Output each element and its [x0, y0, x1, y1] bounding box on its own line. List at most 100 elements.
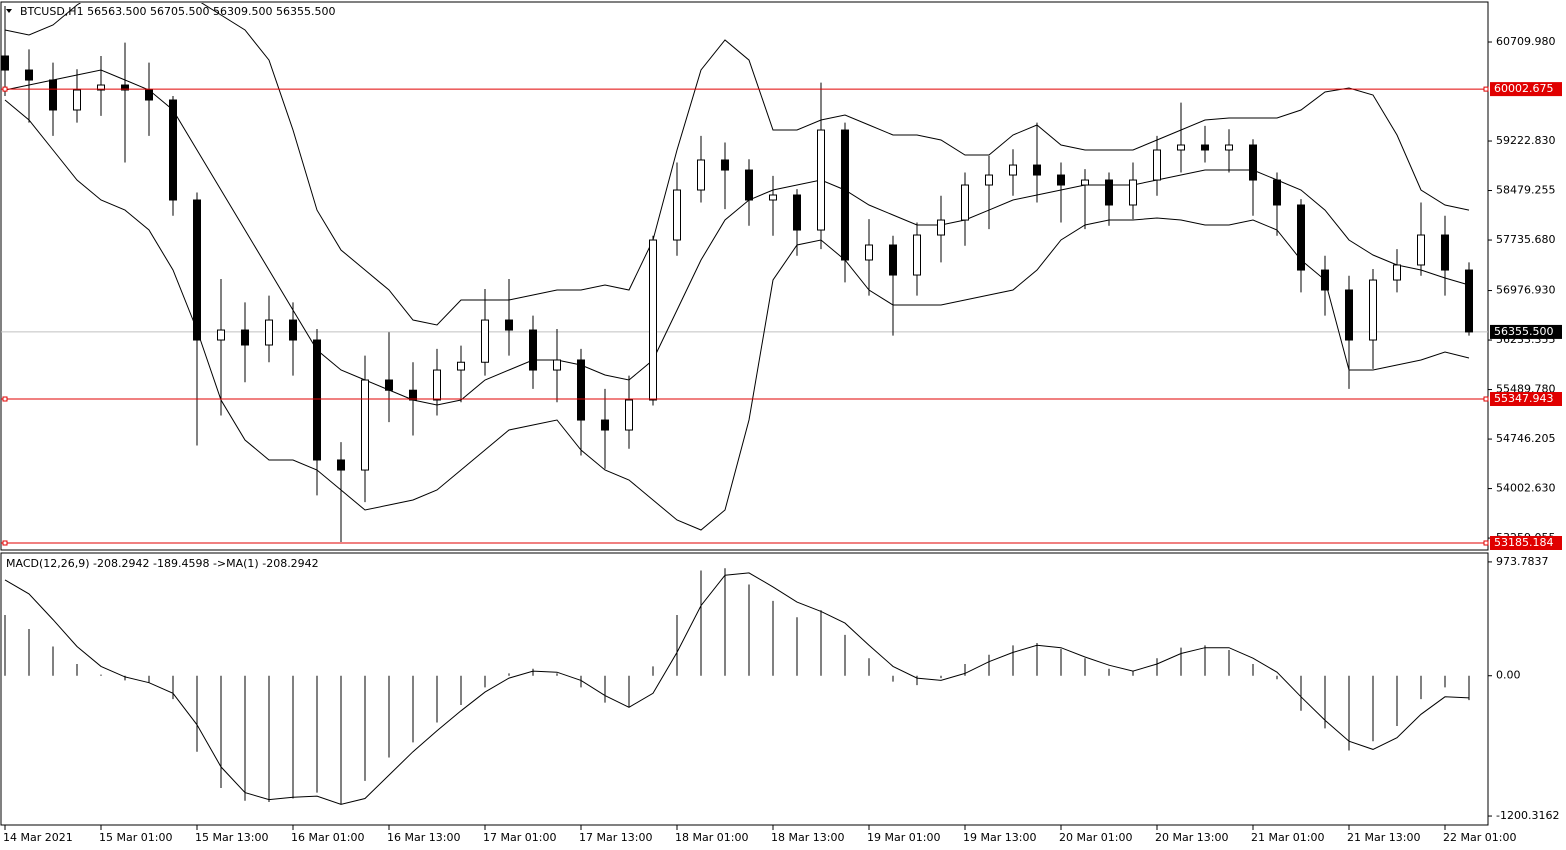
candle-body: [577, 359, 585, 421]
candle-body: [937, 219, 945, 236]
candle-body: [889, 244, 897, 276]
candle-body: [1249, 144, 1257, 181]
candle-body: [1105, 179, 1113, 206]
x-tick-label: 16 Mar 01:00: [291, 831, 364, 844]
candle-body: [73, 89, 81, 111]
price-label: 56355.500: [1494, 325, 1554, 338]
y-tick-label: -1200.3162: [1496, 809, 1559, 822]
candle-body: [313, 339, 321, 461]
y-tick-label: 56976.930: [1496, 284, 1556, 297]
price-label-box: [1490, 324, 1562, 339]
candle-body: [121, 84, 129, 91]
macd-panel: [0, 552, 1489, 826]
macd-plot: [4, 568, 1470, 805]
y-tick-label: 973.7837: [1496, 555, 1549, 568]
x-tick-label: 19 Mar 01:00: [867, 831, 940, 844]
candle-body: [1033, 164, 1041, 176]
candle-body: [265, 319, 273, 346]
y-tick-label: 60709.980: [1496, 35, 1556, 48]
x-tick-label: 20 Mar 13:00: [1155, 831, 1228, 844]
x-tick-label: 19 Mar 13:00: [963, 831, 1036, 844]
candle-body: [769, 194, 777, 201]
candle-body: [1129, 179, 1137, 206]
y-tick-label: 57735.680: [1496, 233, 1556, 246]
level-marker: [1483, 86, 1489, 92]
x-tick-label: 21 Mar 01:00: [1251, 831, 1324, 844]
x-tick-label: 16 Mar 13:00: [387, 831, 460, 844]
macd-header: MACD(12,26,9) -208.2942 -189.4598 ->MA(1…: [6, 557, 319, 570]
candle-body: [505, 319, 513, 331]
candle-body: [1201, 144, 1209, 151]
x-tick-label: 17 Mar 13:00: [579, 831, 652, 844]
level-marker: [2, 396, 8, 402]
x-tick-label: 17 Mar 01:00: [483, 831, 556, 844]
candle-body: [337, 459, 345, 471]
candle-body: [841, 129, 849, 261]
candle-body: [241, 329, 249, 346]
candle-body: [913, 234, 921, 276]
candle-body: [721, 159, 729, 171]
candle-body: [481, 319, 489, 363]
candle-body: [1369, 279, 1377, 341]
axes: 60709.980 59222.830 58479.255 57735.680 5697…: [2, 35, 1562, 844]
bollinger-lower: [4, 99, 1470, 531]
x-tick-label: 14 Mar 2021: [3, 831, 73, 844]
level-marker: [2, 540, 8, 546]
level-marker: [1483, 540, 1489, 546]
x-tick-label: 15 Mar 13:00: [195, 831, 268, 844]
x-tick-label: 21 Mar 13:00: [1347, 831, 1420, 844]
candle-body: [289, 319, 297, 341]
candle-body: [1225, 144, 1233, 151]
candle-body: [793, 194, 801, 231]
candle-body: [1297, 204, 1305, 271]
candle-body: [145, 89, 153, 101]
candle-body: [865, 244, 873, 261]
candle-body: [625, 399, 633, 431]
level-label-box: [1490, 535, 1562, 550]
candle-body: [169, 99, 177, 201]
candle-body: [649, 239, 657, 401]
candle-body: [1321, 269, 1329, 291]
x-tick-label: 20 Mar 01:00: [1059, 831, 1132, 844]
level-label: 55347.943: [1494, 392, 1554, 405]
candle-body: [553, 359, 561, 371]
candle-body: [1273, 179, 1281, 206]
candle-body: [1393, 264, 1401, 281]
bollinger-upper: [4, 3, 1470, 326]
level-label-box: [1490, 82, 1562, 97]
menu-arrow[interactable]: [6, 9, 12, 13]
candle-body: [817, 129, 825, 231]
candle-body: [601, 419, 609, 431]
candle-body: [217, 329, 225, 341]
candle-body: [409, 389, 417, 401]
candle-body: [1057, 174, 1065, 186]
x-tick-label: 18 Mar 01:00: [675, 831, 748, 844]
x-tick-label: 18 Mar 13:00: [771, 831, 844, 844]
candle-body: [361, 379, 369, 471]
main-panel: [0, 1, 1489, 551]
y-tick-label: 54746.205: [1496, 432, 1556, 445]
y-tick-label: 58479.255: [1496, 184, 1556, 197]
candle-body: [697, 159, 705, 191]
candle-body: [25, 69, 33, 81]
candle-body: [1081, 179, 1089, 186]
candle-body: [1, 55, 9, 71]
candle-body: [457, 361, 465, 371]
candle-body: [49, 79, 57, 111]
candle-body: [961, 184, 969, 221]
candle-body: [1153, 149, 1161, 181]
level-label-box: [1490, 392, 1562, 407]
x-tick-label: 22 Mar 01:00: [1443, 831, 1516, 844]
candle-body: [433, 369, 441, 401]
main-plot: [1, 3, 1488, 544]
candle-body: [985, 174, 993, 186]
level-label: 53185.184: [1494, 536, 1554, 549]
candle-body: [1465, 269, 1473, 333]
candle-body: [1345, 289, 1353, 341]
y-tick-label: 54002.630: [1496, 482, 1556, 495]
candle-body: [1009, 164, 1017, 176]
x-tick-label: 15 Mar 01:00: [99, 831, 172, 844]
candle-body: [1177, 144, 1185, 151]
y-tick-label: 59222.830: [1496, 134, 1556, 147]
